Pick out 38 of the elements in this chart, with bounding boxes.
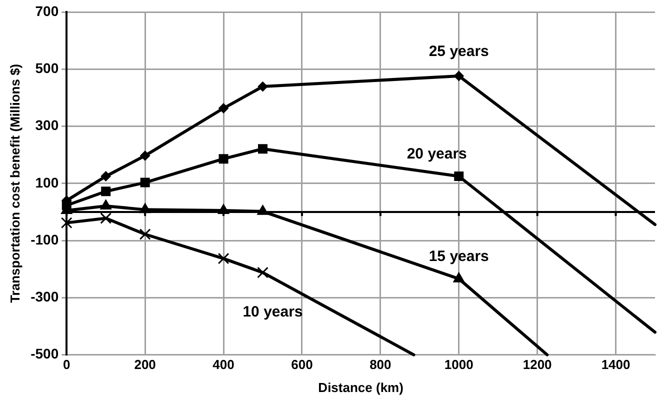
point — [101, 186, 111, 196]
x-tick-label: 0 — [63, 357, 70, 372]
point — [140, 150, 150, 161]
y-tick-label: 300 — [35, 117, 59, 134]
y-tick-label: 700 — [35, 2, 59, 19]
point — [454, 172, 464, 181]
point — [100, 171, 111, 182]
point — [453, 272, 465, 282]
x-tick-label: 600 — [291, 357, 313, 372]
point — [60, 217, 72, 229]
x-tick-label: 200 — [134, 357, 156, 372]
y-tick-label: -500 — [30, 346, 59, 362]
point — [218, 154, 228, 164]
point — [454, 70, 464, 81]
x-tick-label: 800 — [370, 357, 392, 372]
point — [139, 228, 151, 240]
x-tick-label: 1400 — [601, 357, 630, 372]
x-tick-label: 400 — [212, 357, 234, 372]
series-label: 20 years — [406, 145, 467, 162]
point — [140, 178, 150, 188]
point — [218, 252, 230, 264]
point — [100, 212, 112, 224]
point — [258, 144, 268, 154]
x-axis-title: Distance (km) — [318, 380, 404, 395]
point — [100, 199, 112, 210]
point — [218, 103, 229, 114]
y-axis-title: Transportation cost benefit (Millions $) — [7, 64, 22, 303]
y-tick-label: -300 — [30, 288, 59, 305]
point — [257, 266, 268, 278]
point — [258, 82, 268, 92]
x-tick-label: 1000 — [444, 357, 474, 372]
y-tick-label: 500 — [35, 60, 59, 76]
series-label: 15 years — [428, 248, 489, 265]
y-tick-label: -100 — [30, 231, 59, 248]
x-tick-label: 1200 — [522, 357, 552, 372]
y-tick-label: 100 — [35, 174, 59, 190]
series-label: 10 years — [242, 304, 303, 321]
series-label: 25 years — [428, 43, 489, 60]
